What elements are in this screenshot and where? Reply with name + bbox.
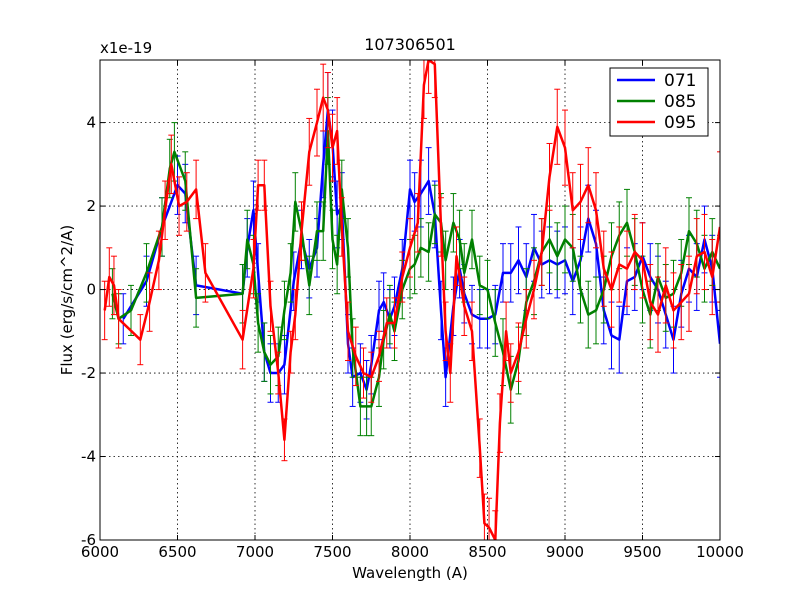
y-tick-label: 4 [86,114,96,132]
y-tick-label: -4 [81,448,96,466]
x-tick-label: 7500 [313,543,351,561]
y-tick-label: -2 [81,364,96,382]
y-tick-label: 2 [86,197,96,215]
y-tick-label: -6 [81,531,96,549]
legend-label-085: 085 [664,92,696,112]
series-line-095 [103,60,720,540]
x-tick-label: 9000 [546,543,584,561]
axis-ticks: 6000 6500 7000 7500 8000 8500 9000 9500 10000 -6 -… [81,60,744,561]
series-line-071 [122,108,720,391]
x-tick-label: 8500 [468,543,506,561]
legend-label-095: 095 [664,113,696,133]
series-095 [101,60,720,540]
legend-label-071: 071 [664,71,696,91]
x-axis-label: Wavelength (A) [352,564,468,582]
y-offset-label: x1e-19 [100,39,152,57]
x-tick-label: 6500 [158,543,196,561]
x-tick-label: 6000 [81,543,119,561]
series-line-085 [111,129,720,408]
chart-title: 107306501 [364,35,456,54]
data-series [101,60,720,540]
x-tick-label: 7000 [236,543,274,561]
x-tick-label: 8000 [391,543,429,561]
y-tick-label: 0 [86,281,96,299]
x-tick-label: 9500 [623,543,661,561]
x-tick-label: 10000 [696,543,744,561]
y-axis-label: Flux (erg/s/cm^2/A) [58,225,76,376]
